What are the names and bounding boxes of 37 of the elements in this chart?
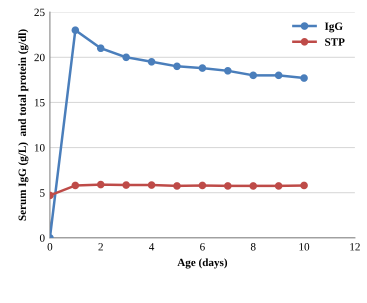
- point: [224, 182, 232, 190]
- y-tick-label: 15: [34, 98, 45, 106]
- point: [274, 72, 282, 80]
- point: [249, 72, 258, 80]
- x-axis-title: Age (days): [177, 258, 228, 269]
- x-tick-label: 8: [250, 243, 256, 251]
- point: [122, 53, 130, 62]
- point: [122, 181, 130, 189]
- x-tick-label: 2: [98, 243, 103, 250]
- y-tick-label: 5: [40, 189, 45, 197]
- point: [300, 74, 308, 82]
- point: [96, 44, 105, 52]
- point: [173, 182, 181, 190]
- x-tick-label: 12: [350, 243, 360, 250]
- legend-label: IgG: [324, 22, 343, 32]
- y-tick-label: 0: [40, 234, 45, 242]
- x-tick-label: 6: [200, 243, 205, 251]
- point: [249, 182, 258, 190]
- x-tick-label: 4: [149, 243, 154, 250]
- point: [300, 182, 308, 190]
- point: [148, 58, 156, 66]
- point: [173, 62, 181, 70]
- point: [148, 181, 156, 189]
- y-tick-label: 10: [34, 144, 45, 152]
- point: [96, 180, 105, 188]
- y-tick-label: 20: [34, 54, 45, 62]
- point: [274, 182, 282, 190]
- legend-label: STP: [325, 38, 345, 46]
- point: [72, 26, 80, 34]
- point: [224, 66, 232, 75]
- x-tick-label: 0: [48, 243, 52, 251]
- y-tick-label: 25: [34, 8, 45, 16]
- point: [198, 64, 206, 72]
- y-axis-title: Serum IgG (g/L) and total protein (g/dl): [18, 29, 28, 220]
- point: [72, 182, 80, 190]
- point: [198, 182, 206, 190]
- x-tick-label: 10: [299, 243, 310, 251]
